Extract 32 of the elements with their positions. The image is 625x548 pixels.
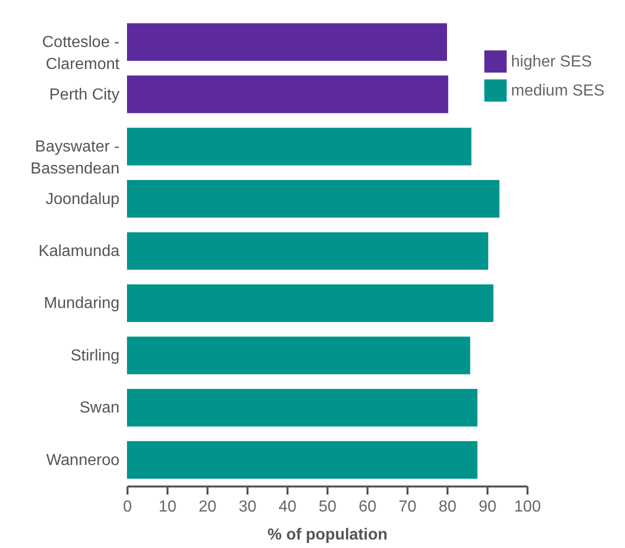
x-tick-label: 90 <box>478 498 496 516</box>
y-tick-label: Joondalup <box>46 190 120 208</box>
x-tick-label: 20 <box>198 498 216 516</box>
y-tick-label: Mundaring <box>44 295 120 312</box>
x-tick-label: 50 <box>318 498 336 516</box>
x-tick-label: 0 <box>123 498 132 516</box>
y-tick-label: Perth City <box>49 86 120 104</box>
x-tick-label: 30 <box>238 498 256 516</box>
bar <box>127 388 478 426</box>
y-tick-label: Wanneroo <box>46 452 120 469</box>
x-tick-label: 10 <box>158 498 176 516</box>
y-tick-label: Bayswater - Bassendean <box>30 138 120 178</box>
legend-label: medium SES <box>511 82 604 100</box>
y-tick-label: Stirling <box>70 347 120 364</box>
x-tick-label: 100 <box>514 498 541 516</box>
y-tick-label: Swan <box>79 400 120 417</box>
bar <box>127 76 448 114</box>
bar <box>127 180 500 218</box>
legend-label: higher SES <box>511 54 592 70</box>
bar <box>127 23 447 61</box>
y-tick-label: Kalamunda <box>38 243 120 260</box>
x-tick-label: 70 <box>398 498 416 516</box>
bar <box>127 284 494 322</box>
bar <box>127 336 470 374</box>
bar <box>127 232 488 270</box>
bar <box>127 441 478 479</box>
y-tick-label: Cottesloe - Claremont <box>42 34 120 74</box>
x-tick-label: 80 <box>438 498 456 516</box>
x-tick-label: 60 <box>358 498 376 516</box>
x-tick-label: 40 <box>278 498 296 516</box>
x-axis-title: % of population <box>268 526 388 544</box>
bar <box>127 128 472 166</box>
